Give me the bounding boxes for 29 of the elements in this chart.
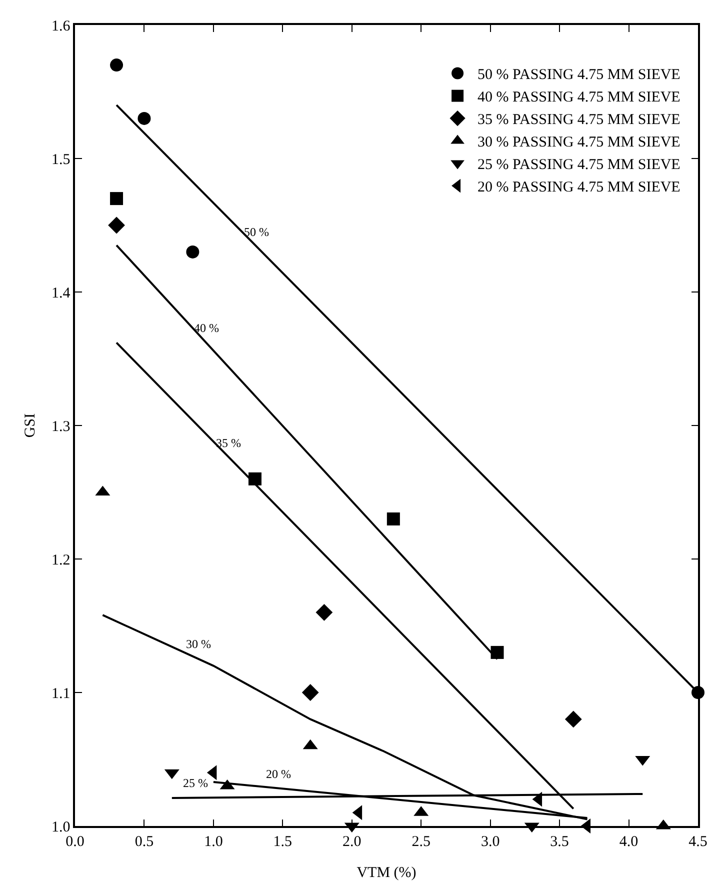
x-tick-label: 4.5: [688, 834, 708, 850]
y-tick-label: 1.5: [52, 152, 70, 168]
y-tick-label: 1.0: [52, 819, 70, 836]
x-tick-label: 1.0: [204, 834, 223, 850]
x-tick-label: 0.5: [134, 834, 154, 850]
x-tick-label: 2.0: [342, 834, 362, 850]
x-tick-label: 3.0: [480, 834, 500, 850]
x-tick-label: 1.5: [273, 834, 292, 850]
x-tick-label: 0.0: [66, 834, 84, 850]
legend-label: 20 % PASSING 4.75 MM SIEVE: [478, 180, 680, 196]
x-tick-label: 3.5: [550, 834, 569, 850]
y-tick-label: 1.3: [52, 418, 70, 435]
x-tick-label: 2.5: [412, 834, 430, 850]
annotation: 40 %: [194, 321, 219, 335]
annotation: 25 %: [183, 776, 208, 790]
legend-label: 40 % PASSING 4.75 MM SIEVE: [478, 90, 680, 106]
legend-label: 50 % PASSING 4.75 MM SIEVE: [478, 67, 680, 84]
legend-label: 25 % PASSING 4.75 MM SIEVE: [478, 157, 680, 174]
y-axis-title: GSI: [22, 413, 38, 438]
y-tick-label: 1.4: [52, 285, 71, 302]
x-tick-label: 4.0: [619, 834, 638, 850]
legend-label: 30 % PASSING 4.75 MM SIEVE: [478, 134, 680, 151]
x-axis-title: VTM (%): [356, 865, 416, 881]
y-tick-label: 1.6: [52, 18, 71, 34]
annotation: 20 %: [266, 767, 291, 781]
y-tick-label: 1.2: [52, 552, 70, 568]
y-tick-label: 1.1: [52, 686, 70, 702]
annotation: 30 %: [186, 637, 211, 651]
legend-label: 35 % PASSING 4.75 MM SIEVE: [478, 112, 680, 128]
